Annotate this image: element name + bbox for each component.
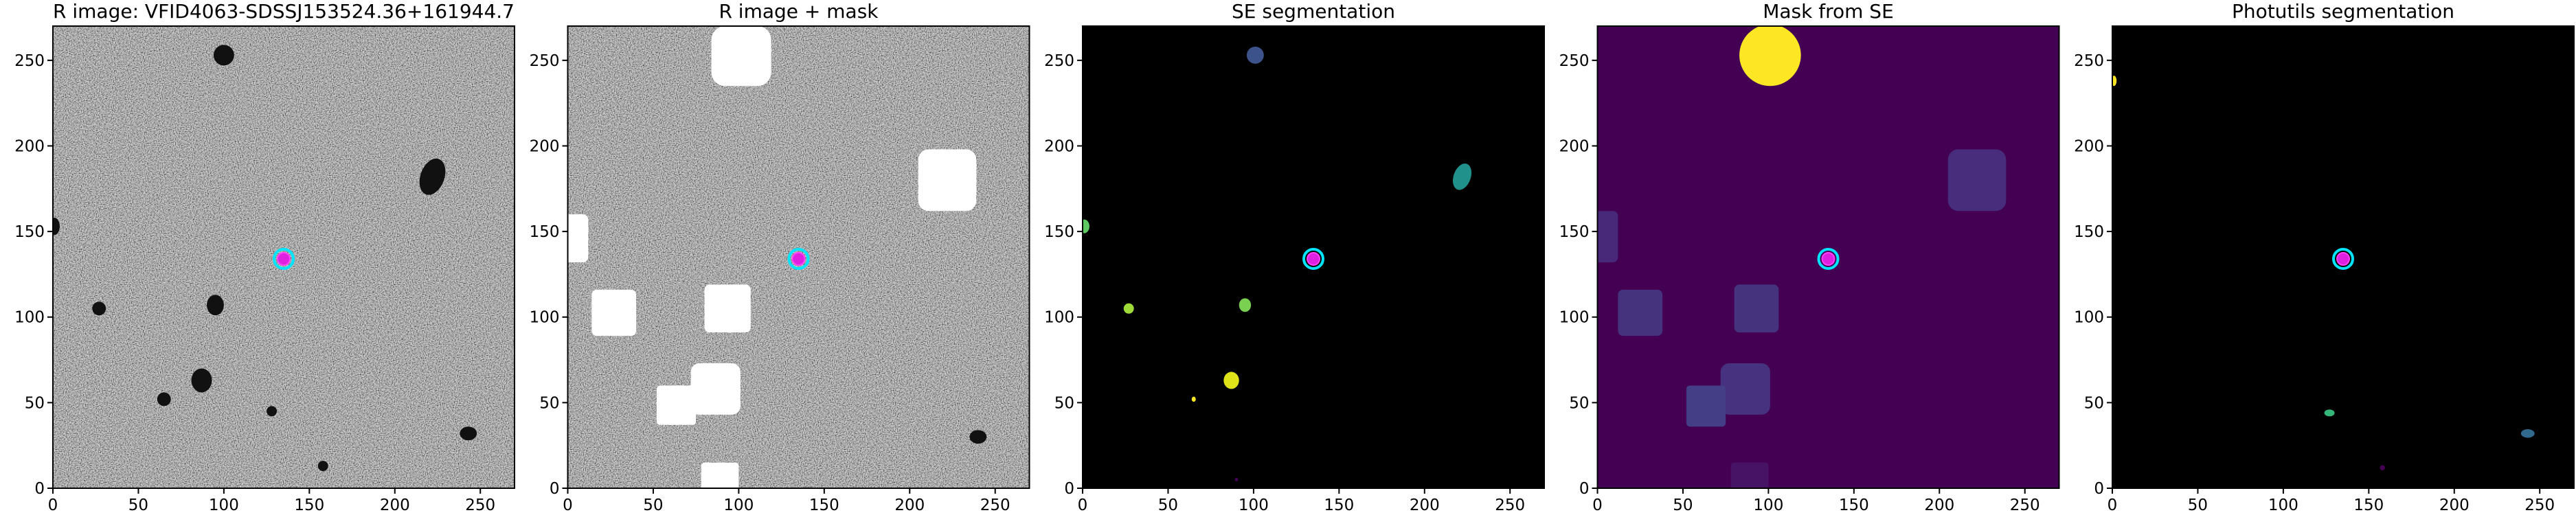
y-tick-label: 50 xyxy=(25,394,45,412)
x-tick-label: 100 xyxy=(209,496,239,514)
x-tick-label: 200 xyxy=(1924,496,1954,514)
galaxy-marker-ring xyxy=(1302,247,1324,270)
x-tick-label: 50 xyxy=(2188,496,2208,514)
source xyxy=(969,430,987,444)
x-tick-label: 200 xyxy=(894,496,925,514)
x-tick-label: 200 xyxy=(2439,496,2470,514)
x-tick-label: 50 xyxy=(128,496,148,514)
x-tick-label: 50 xyxy=(1158,496,1178,514)
x-tick-label: 250 xyxy=(1495,496,1525,514)
y-tick-label: 150 xyxy=(530,223,560,241)
y-tick-label: 0 xyxy=(34,480,45,498)
galaxy-marker-ring xyxy=(2332,247,2354,270)
y-tick-label: 200 xyxy=(14,137,45,155)
segments xyxy=(2112,76,2535,470)
x-tick-label: 150 xyxy=(1324,496,1354,514)
panel-title: R image + mask xyxy=(719,0,879,23)
x-tick-label: 150 xyxy=(2353,496,2384,514)
x-tick-label: 150 xyxy=(294,496,324,514)
y-tick-label: 0 xyxy=(2094,480,2104,498)
y-tick-label: 250 xyxy=(2074,52,2104,70)
galaxy-marker xyxy=(1821,251,1835,266)
y-tick-label: 100 xyxy=(2074,309,2104,327)
sources xyxy=(53,45,477,472)
x-tick-label: 100 xyxy=(1239,496,1269,514)
x-tick-label: 0 xyxy=(563,496,573,514)
y-tick-label: 150 xyxy=(14,223,45,241)
y-tick-label: 50 xyxy=(1054,394,1074,412)
axes-frame xyxy=(567,25,1030,489)
panel-title: Mask from SE xyxy=(1763,0,1894,23)
x-tick-label: 50 xyxy=(643,496,663,514)
x-tick-label: 150 xyxy=(809,496,839,514)
y-tick-label: 200 xyxy=(1044,137,1074,155)
y-tick-label: 50 xyxy=(1569,394,1589,412)
x-tick-label: 0 xyxy=(1078,496,1088,514)
y-tick-label: 0 xyxy=(1579,480,1590,498)
x-tick-label: 0 xyxy=(2108,496,2118,514)
y-tick-label: 250 xyxy=(1559,52,1590,70)
y-tick-label: 150 xyxy=(1044,223,1074,241)
y-tick-label: 250 xyxy=(14,52,45,70)
y-tick-label: 250 xyxy=(530,52,560,70)
y-tick-label: 100 xyxy=(14,309,45,327)
galaxy-marker xyxy=(791,251,806,266)
x-tick-label: 250 xyxy=(2010,496,2040,514)
masks xyxy=(567,26,977,488)
y-tick-label: 200 xyxy=(530,137,560,155)
x-tick-label: 250 xyxy=(465,496,495,514)
galaxy-marker xyxy=(277,251,291,266)
mask-regions xyxy=(1597,26,2007,488)
galaxy-marker-ring xyxy=(273,247,295,270)
x-tick-label: 50 xyxy=(1673,496,1693,514)
y-tick-label: 100 xyxy=(1559,309,1590,327)
axes-frame xyxy=(52,25,515,489)
panel-title: R image: VFID4063-SDSSJ153524.36+161944.… xyxy=(53,0,515,23)
panel-title: SE segmentation xyxy=(1232,0,1395,23)
x-tick-label: 250 xyxy=(980,496,1010,514)
y-tick-label: 150 xyxy=(2074,223,2104,241)
axes-frame xyxy=(1596,25,2060,489)
y-tick-label: 0 xyxy=(550,480,560,498)
x-tick-label: 200 xyxy=(380,496,410,514)
x-tick-label: 100 xyxy=(1753,496,1783,514)
y-tick-label: 200 xyxy=(2074,137,2104,155)
y-tick-label: 50 xyxy=(2084,394,2104,412)
y-tick-label: 50 xyxy=(539,394,559,412)
x-tick-label: 250 xyxy=(2524,496,2555,514)
x-tick-label: 0 xyxy=(1592,496,1603,514)
x-tick-label: 100 xyxy=(723,496,754,514)
galaxy-marker xyxy=(1307,251,1320,266)
y-tick-label: 250 xyxy=(1044,52,1074,70)
galaxy-marker xyxy=(2336,251,2350,266)
y-tick-label: 100 xyxy=(1044,309,1074,327)
galaxy-marker-ring xyxy=(787,247,810,270)
axes-frame xyxy=(1082,25,1545,489)
x-tick-label: 0 xyxy=(48,496,58,514)
axes-frame xyxy=(2112,25,2575,489)
y-tick-label: 150 xyxy=(1559,223,1590,241)
galaxy-marker-ring xyxy=(1817,247,1840,270)
x-tick-label: 150 xyxy=(1839,496,1869,514)
y-tick-label: 100 xyxy=(530,309,560,327)
panel-title: Photutils segmentation xyxy=(2232,0,2454,23)
y-tick-label: 200 xyxy=(1559,137,1590,155)
segments xyxy=(1083,46,1472,482)
y-tick-label: 0 xyxy=(1064,480,1074,498)
x-tick-label: 200 xyxy=(1410,496,1440,514)
x-tick-label: 100 xyxy=(2268,496,2298,514)
